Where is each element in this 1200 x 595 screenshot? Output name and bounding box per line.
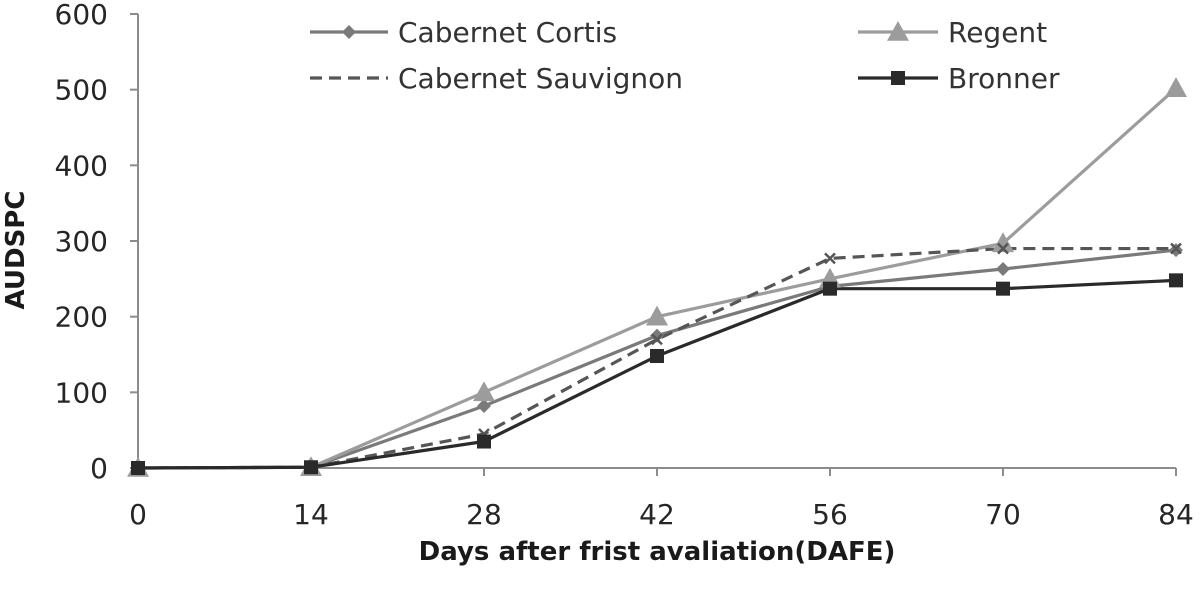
data-point-cabernet-cortis	[650, 328, 664, 343]
y-tick-label: 400	[55, 149, 108, 182]
x-tick-label: 0	[129, 498, 147, 531]
legend-marker-regent	[887, 21, 909, 41]
y-tick-label: 300	[55, 225, 108, 258]
series-markers	[127, 77, 1187, 477]
data-point-regent	[1165, 77, 1187, 97]
series-lines	[137, 86, 1178, 470]
y-tick-label: 100	[55, 376, 108, 409]
y-tick-label: 0	[90, 452, 108, 485]
x-tick-label: 56	[812, 498, 848, 531]
legend-marker-bronner	[891, 71, 905, 85]
data-point-cabernet-cortis	[477, 398, 491, 413]
legend-label-bronner: Bronner	[948, 62, 1060, 95]
data-point-cabernet-sauvignon	[824, 252, 836, 265]
x-tick-label: 42	[639, 498, 675, 531]
data-point-regent	[992, 232, 1014, 253]
y-axis-title: AUDSPC	[1, 191, 31, 310]
x-axis-title: Days after frist avaliation(DAFE)	[419, 537, 896, 567]
series-line-regent	[137, 86, 1178, 470]
legend-label-cabernet-cortis: Cabernet Cortis	[398, 16, 617, 49]
legend-label-regent: Regent	[948, 16, 1047, 49]
data-point-regent	[473, 381, 495, 402]
data-point-bronner	[304, 460, 318, 475]
y-tick-label: 500	[55, 74, 108, 107]
data-point-cabernet-sauvignon	[997, 242, 1009, 255]
x-tick-labels: 0 14 28 42 56 70 84	[129, 498, 1194, 531]
data-point-bronner	[131, 461, 145, 475]
data-point-bronner	[823, 281, 837, 296]
legend-marker-cabernet-cortis	[342, 25, 356, 39]
y-tick-label: 200	[55, 301, 108, 334]
data-point-bronner	[1169, 273, 1183, 288]
legend: Cabernet Cortis Regent Cabernet Sauvignon B…	[310, 16, 1060, 95]
data-point-cabernet-sauvignon	[1170, 242, 1182, 255]
data-point-cabernet-cortis	[996, 261, 1010, 276]
data-point-bronner	[996, 281, 1010, 296]
data-point-cabernet-sauvignon	[651, 333, 663, 346]
data-point-regent	[646, 305, 668, 326]
legend-label-cabernet-sauvignon: Cabernet Sauvignon	[398, 62, 683, 95]
x-tick-label: 14	[293, 498, 329, 531]
y-tick-labels: 0 100 200 300 400 500 600	[55, 0, 108, 485]
x-tick-label: 70	[985, 498, 1021, 531]
x-tick-label: 28	[466, 498, 502, 531]
x-tick-label: 84	[1158, 498, 1194, 531]
data-point-bronner	[650, 349, 664, 364]
y-tick-label: 600	[55, 0, 108, 31]
data-point-bronner	[477, 434, 491, 449]
